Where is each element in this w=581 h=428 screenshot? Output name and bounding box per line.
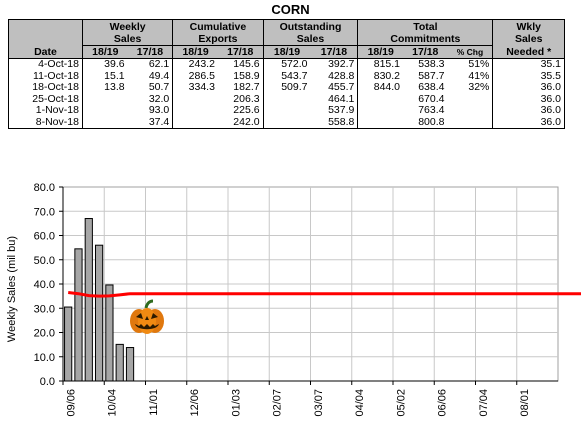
y-axis-label: Weekly Sales (mil bu) <box>6 236 18 342</box>
x-tick-label: 07/04 <box>478 389 490 417</box>
y-tick-labels: 0.0 10.0 20.0 30.0 40.0 50.0 60.0 70.0 80.0 <box>34 182 55 388</box>
y-tick-label: 10.0 <box>34 352 55 364</box>
weekly-sales-chart: 0.0 10.0 20.0 30.0 40.0 50.0 60.0 70.0 80.0 09/0… <box>6 182 581 417</box>
table-row: 4-Oct-18 39.6 62.1 243.2 145.6 572.0 392.7 815.… <box>8 58 565 71</box>
x-tick-label: 06/06 <box>437 389 449 417</box>
table-row: 18-Oct-18 13.8 50.7 334.3 182.7 509.7 455.7 844… <box>8 81 565 94</box>
y-tick-label: 40.0 <box>34 279 55 291</box>
total-commitments-header: Total <box>357 19 493 33</box>
bar <box>64 306 73 382</box>
date-header: Date <box>8 45 83 59</box>
y-tick-label: 60.0 <box>34 231 55 243</box>
x-tick-label: 11/01 <box>148 389 160 416</box>
y-tick-label: 20.0 <box>34 328 55 340</box>
table-row: 11-Oct-18 15.1 49.4 286.5 158.9 543.7 428.8 830… <box>8 70 565 82</box>
weekly-sales-header: Weekly <box>81 19 173 33</box>
x-tick-label: 08/01 <box>519 389 531 417</box>
bar <box>84 218 93 382</box>
y-tick-label: 30.0 <box>34 303 55 315</box>
x-tick-label: 10/04 <box>107 389 119 417</box>
bar <box>94 244 104 382</box>
x-tick-label: 03/07 <box>313 389 325 417</box>
bar <box>74 248 83 382</box>
chart-grid <box>62 186 559 382</box>
table-row: 25-Oct-18 32.0 206.3 464.1 670.4 36.0 <box>8 93 565 105</box>
table-row: 8-Nov-18 37.4 242.0 558.8 800.8 36.0 <box>8 116 565 129</box>
y-tick-label: 70.0 <box>34 206 55 218</box>
y-tick-label: 80.0 <box>34 182 55 194</box>
outstanding-sales-header: Outstanding <box>262 19 358 33</box>
y-tick-label: 0.0 <box>40 376 55 388</box>
x-tick-label: 02/07 <box>272 389 284 417</box>
y-tick-label: 50.0 <box>34 255 55 267</box>
corn-sales-table: Weekly Cumulative Outstanding Total Wkly… <box>8 19 565 129</box>
table-body: 4-Oct-18 39.6 62.1 243.2 145.6 572.0 392.7 815.… <box>8 58 565 129</box>
x-tick-label: 05/02 <box>395 389 407 417</box>
x-tick-labels: 09/06 10/04 11/01 12/06 01/03 02/07 03/07 04/04… <box>65 389 531 417</box>
bar <box>115 343 124 382</box>
table-row: 1-Nov-18 93.0 225.6 537.9 763.4 36.0 <box>8 104 565 117</box>
x-tick-label: 12/06 <box>189 389 201 417</box>
cumulative-exports-header: Cumulative <box>172 19 264 33</box>
pumpkin-icon <box>130 299 164 334</box>
chart-axes <box>59 186 558 385</box>
x-tick-label: 01/03 <box>230 389 242 417</box>
x-tick-label: 09/06 <box>65 389 77 417</box>
bar <box>105 284 114 382</box>
bar <box>125 347 135 382</box>
page-title: CORN <box>271 2 310 17</box>
sales-needed-line <box>68 291 581 298</box>
x-tick-label: 04/04 <box>354 389 366 417</box>
wkly-sales-needed-header: Wkly <box>492 19 565 33</box>
